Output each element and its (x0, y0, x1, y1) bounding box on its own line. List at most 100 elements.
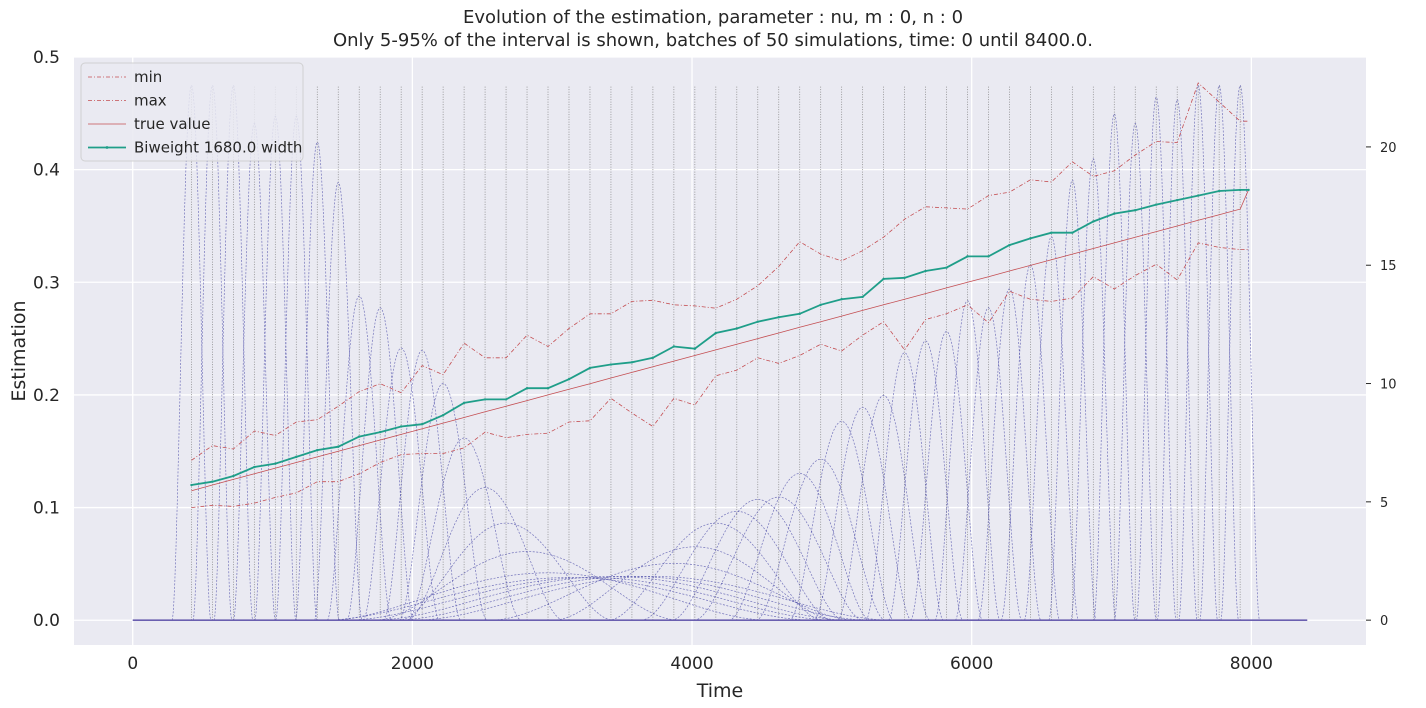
biweight-point (903, 276, 906, 279)
biweight-point (1050, 231, 1053, 234)
biweight-point (714, 331, 718, 335)
biweight-point (1217, 189, 1221, 193)
kernel-curves (132, 84, 1308, 621)
x-tick-label: 4000 (670, 654, 713, 674)
biweight-point (861, 295, 864, 299)
biweight-point (253, 465, 256, 469)
y2-tick-label: 0 (1380, 614, 1388, 629)
biweight-point (1155, 203, 1158, 206)
biweight-point (882, 277, 885, 281)
kernel-curve (346, 307, 414, 621)
biweight-point (672, 345, 676, 348)
biweight-point (504, 398, 508, 401)
axis-ticks: 0 2000 4000 6000 8000 0.0 0.1 0.2 0.3 0.4 0.5 0 5 10 1… (33, 48, 1397, 674)
chart-title: Evolution of the estimation, parameter :… (462, 7, 964, 28)
biweight-point (483, 398, 487, 401)
biweight-point (399, 425, 403, 428)
kernel-curve (1070, 158, 1117, 621)
kernel-curve (1093, 113, 1136, 621)
series-line-0 (191, 242, 1249, 508)
legend-label-2: true value (134, 115, 211, 133)
kernel-curve (789, 421, 895, 621)
biweight-point (630, 361, 634, 364)
kernel-curve (375, 551, 679, 621)
legend-box (80, 62, 304, 162)
biweight-point (588, 366, 592, 370)
series-lines (190, 82, 1250, 508)
kernel-curve (1023, 236, 1079, 621)
kernel-curve (406, 487, 564, 621)
x-tick-label: 6000 (950, 654, 993, 674)
kernel-curve (934, 300, 1001, 621)
kernel-curve (326, 295, 392, 621)
biweight-point (966, 255, 969, 258)
batch-markers (191, 85, 1241, 621)
biweight-point (190, 483, 193, 487)
biweight-point (546, 386, 550, 390)
kernel-curve (372, 576, 850, 621)
biweight-point (693, 347, 697, 350)
kernel-curve (954, 307, 1023, 621)
chart-subtitle: Only 5-95% of the interval is shown, bat… (332, 30, 1094, 51)
kernel-curve (693, 496, 864, 621)
biweight-point (295, 455, 298, 459)
kernel-curve (1048, 179, 1097, 621)
kernel-curve (362, 347, 440, 621)
y-tick-label: 0.0 (33, 611, 60, 631)
biweight-point (567, 377, 571, 381)
y-tick-label: 0.1 (33, 499, 60, 519)
biweight-point (1113, 212, 1116, 215)
x-tick-label: 2000 (391, 654, 434, 674)
series-line-2 (191, 189, 1249, 492)
legend: min max true value Biweight 1680.0 width (80, 62, 304, 162)
biweight-point (525, 386, 529, 390)
biweight-point (1071, 231, 1074, 234)
biweight-point (379, 430, 382, 434)
biweight-point (945, 266, 948, 269)
x-tick-label: 8000 (1230, 654, 1273, 674)
kernel-curve (383, 350, 461, 621)
legend-label-3: Biweight 1680.0 width (134, 139, 302, 157)
kernel-curve (314, 181, 363, 621)
kernel-curve (977, 288, 1042, 621)
biweight-point (987, 255, 990, 258)
legend-swatch-marker (105, 146, 109, 149)
y-tick-label: 0.5 (33, 48, 60, 68)
biweight-point (337, 445, 340, 448)
y2-tick-label: 5 (1380, 496, 1388, 511)
biweight-point (1092, 220, 1095, 223)
biweight-point (316, 448, 319, 452)
x-axis-label: Time (696, 680, 744, 702)
kernel-curve (865, 352, 944, 621)
y2-tick-label: 10 (1380, 378, 1397, 393)
kernel-curve (837, 395, 931, 621)
y2-tick-label: 20 (1380, 141, 1397, 156)
kernel-curve (393, 576, 871, 621)
biweight-point (1008, 243, 1011, 247)
kernel-curve (552, 546, 837, 621)
biweight-point (462, 401, 466, 405)
biweight-point (651, 356, 655, 359)
biweight-point (358, 435, 361, 438)
biweight-point (1247, 188, 1250, 192)
kernel-curve (813, 406, 912, 621)
biweight-point (756, 320, 759, 323)
kernel-curve (327, 572, 769, 621)
biweight-point (840, 297, 843, 301)
kernel-curve (1136, 96, 1177, 621)
kernel-curve (910, 331, 983, 621)
biweight-point (211, 480, 214, 483)
biweight-point (420, 423, 424, 426)
biweight-point (609, 363, 613, 366)
biweight-point (777, 316, 780, 319)
biweight-point (1197, 194, 1200, 197)
kernel-curve (1199, 84, 1239, 621)
biweight-point (232, 474, 235, 478)
biweight-point (1176, 198, 1179, 202)
kernel-curve (414, 576, 892, 621)
kernel-curve (1114, 122, 1157, 621)
kernel-curve (1178, 84, 1219, 621)
kernel-curve (324, 577, 814, 621)
kernel-curve (1220, 84, 1260, 621)
legend-label-0: min (134, 68, 162, 86)
